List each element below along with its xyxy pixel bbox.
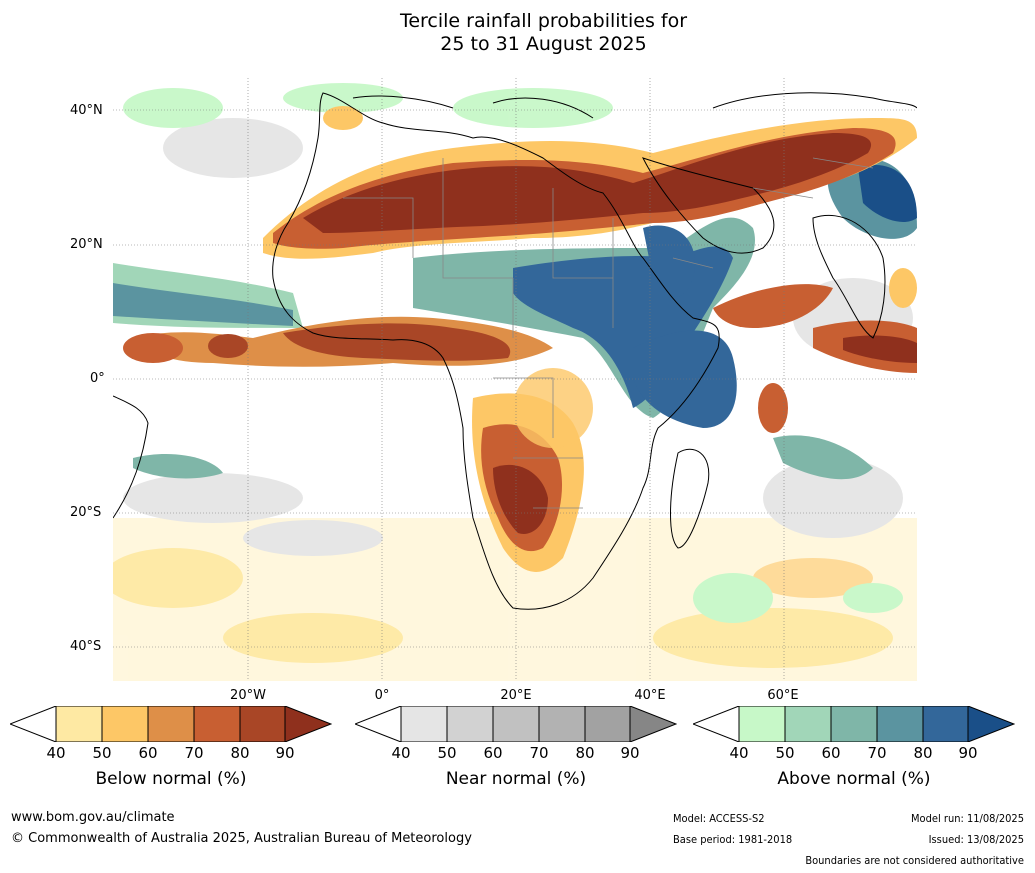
- map-title: Tercile rainfall probabilities for 25 to…: [0, 10, 1035, 56]
- below-normal-label: Below normal (%): [95, 769, 247, 789]
- lon-label-20e: 20°E: [500, 688, 532, 703]
- near-tick-40: 40: [391, 744, 411, 762]
- near-swatch-70: [538, 706, 586, 742]
- below-swatch-50: [101, 706, 149, 742]
- above-swatch-80: [922, 706, 969, 742]
- issued-text: Issued: 13/08/2025: [928, 833, 1024, 846]
- lat-label-20s: 20°S: [70, 505, 102, 520]
- lon-label-60e: 60°E: [767, 688, 799, 703]
- colorbar-near-svg: [355, 706, 677, 742]
- country-borders: [343, 157, 874, 509]
- base-period-text: Base period: 1981-2018: [673, 833, 793, 846]
- lon-label-0: 0°: [374, 688, 390, 703]
- lat-label-40s: 40°S: [70, 639, 102, 654]
- below-swatch-70: [193, 706, 241, 742]
- above-swatch-90: [967, 706, 1015, 742]
- colorbar-above-normal: [693, 706, 1015, 742]
- lat-label-20n: 20°N: [70, 237, 103, 252]
- map-canvas: [113, 78, 917, 681]
- model-text: Model: ACCESS-S2: [673, 812, 765, 825]
- graticule: [113, 78, 917, 681]
- below-swatch-80: [239, 706, 286, 742]
- near-tick-70: 70: [529, 744, 549, 762]
- below-swatch-40: [55, 706, 103, 742]
- above-swatch-60: [830, 706, 878, 742]
- above-swatch-70: [876, 706, 924, 742]
- below-tick-70: 70: [184, 744, 204, 762]
- above-swatch-40: [738, 706, 786, 742]
- below-swatch-90: [284, 706, 332, 742]
- colorbar-near-normal: [355, 706, 677, 742]
- above-tick-80: 80: [913, 744, 933, 762]
- above-tick-60: 60: [821, 744, 841, 762]
- copyright-text: © Commonwealth of Australia 2025, Austra…: [11, 831, 472, 846]
- near-normal-label: Near normal (%): [445, 769, 587, 789]
- rainfall-probability-map: [113, 78, 917, 681]
- near-tick-80: 80: [575, 744, 595, 762]
- above-swatch-50: [784, 706, 832, 742]
- below-tick-80: 80: [230, 744, 250, 762]
- lon-label-40e: 40°E: [634, 688, 666, 703]
- lon-label-20w: 20°W: [230, 688, 266, 703]
- above-tick-50: 50: [775, 744, 795, 762]
- below-tick-90: 90: [275, 744, 295, 762]
- near-swatch-80: [584, 706, 631, 742]
- title-line-1: Tercile rainfall probabilities for: [399, 10, 688, 32]
- near-swatch-50: [446, 706, 494, 742]
- colorbar-below-svg: [10, 706, 332, 742]
- model-run-text: Model run: 11/08/2025: [911, 812, 1024, 825]
- near-tick-90: 90: [620, 744, 640, 762]
- near-swatch-40: [400, 706, 448, 742]
- coastlines: [113, 92, 917, 610]
- near-swatch-90: [629, 706, 677, 742]
- above-normal-label: Above normal (%): [777, 769, 931, 789]
- above-tick-90: 90: [958, 744, 978, 762]
- below-tick-50: 50: [92, 744, 112, 762]
- above-tick-70: 70: [867, 744, 887, 762]
- near-swatch-60: [492, 706, 540, 742]
- below-tick-60: 60: [138, 744, 158, 762]
- lat-label-0: 0°: [90, 371, 105, 386]
- colorbar-below-normal: [10, 706, 332, 742]
- colorbar-above-svg: [693, 706, 1015, 742]
- bom-url-link[interactable]: www.bom.gov.au/climate: [11, 810, 175, 825]
- near-tick-60: 60: [483, 744, 503, 762]
- below-swatch-60: [147, 706, 195, 742]
- title-line-2: 25 to 31 August 2025: [440, 33, 647, 55]
- near-tick-50: 50: [437, 744, 457, 762]
- disclaimer-text: Boundaries are not considered authoritat…: [805, 854, 1024, 867]
- above-tick-40: 40: [729, 744, 749, 762]
- lat-label-40n: 40°N: [70, 103, 103, 118]
- below-tick-40: 40: [46, 744, 66, 762]
